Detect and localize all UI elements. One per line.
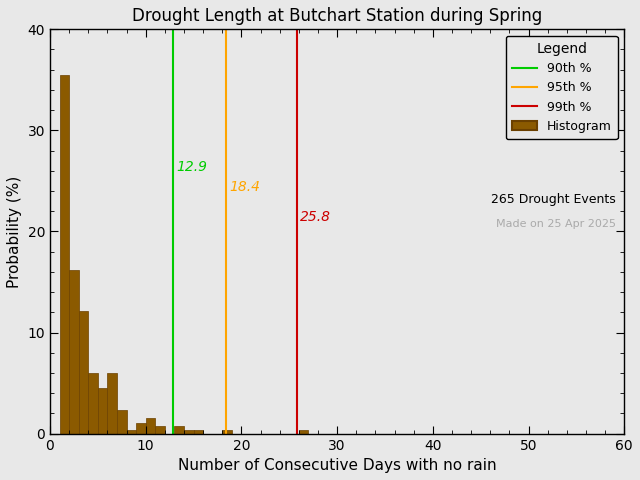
- Bar: [98, 388, 108, 433]
- Bar: [156, 426, 165, 433]
- Bar: [69, 270, 79, 433]
- Bar: [193, 430, 203, 433]
- Bar: [127, 430, 136, 433]
- Bar: [299, 430, 308, 433]
- Legend: 90th %, 95th %, 99th %, Histogram: 90th %, 95th %, 99th %, Histogram: [506, 36, 618, 139]
- Bar: [136, 422, 146, 433]
- Bar: [146, 419, 156, 433]
- Title: Drought Length at Butchart Station during Spring: Drought Length at Butchart Station durin…: [132, 7, 542, 25]
- Bar: [108, 373, 117, 433]
- Bar: [222, 430, 232, 433]
- Bar: [79, 312, 88, 433]
- Text: 25.8: 25.8: [300, 210, 331, 224]
- Text: 18.4: 18.4: [229, 180, 260, 194]
- Bar: [117, 410, 127, 433]
- Text: 12.9: 12.9: [177, 160, 207, 174]
- Bar: [175, 426, 184, 433]
- Text: 265 Drought Events: 265 Drought Events: [491, 193, 616, 206]
- Bar: [184, 430, 193, 433]
- Bar: [60, 75, 69, 433]
- X-axis label: Number of Consecutive Days with no rain: Number of Consecutive Days with no rain: [178, 458, 497, 473]
- Y-axis label: Probability (%): Probability (%): [7, 175, 22, 288]
- Text: Made on 25 Apr 2025: Made on 25 Apr 2025: [495, 219, 616, 229]
- Bar: [88, 373, 98, 433]
